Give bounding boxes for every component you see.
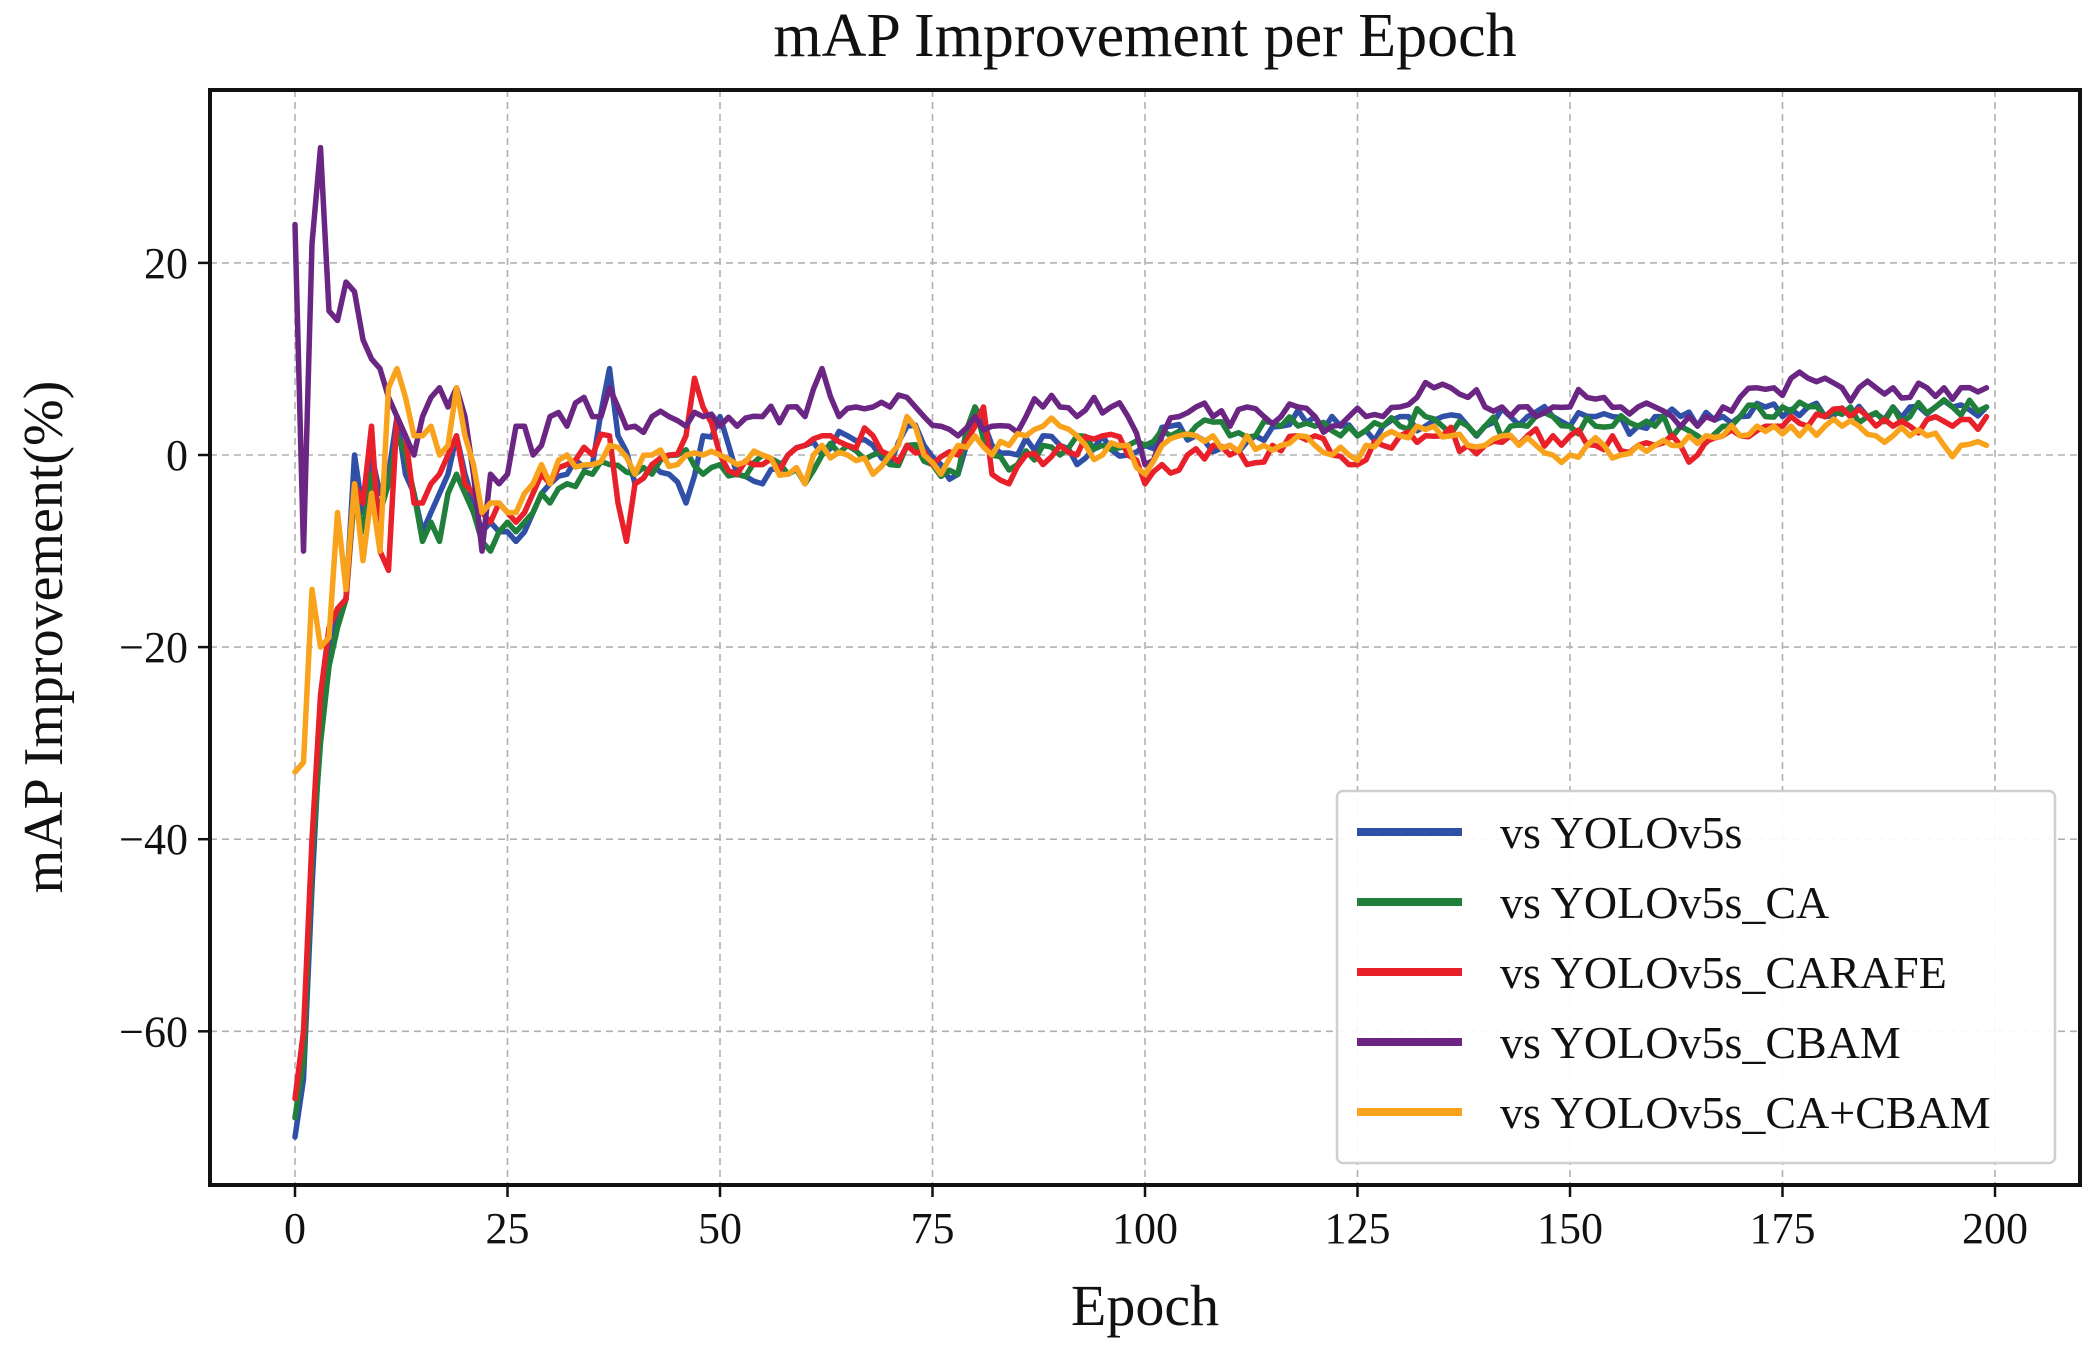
data-series	[292, 144, 1990, 1140]
x-tick-label: 100	[1112, 1204, 1178, 1253]
x-tick-label: 75	[911, 1204, 955, 1253]
legend-label: vs YOLOv5s_CA+CBAM	[1500, 1087, 1991, 1138]
legend-label: vs YOLOv5s_CBAM	[1500, 1017, 1901, 1068]
series-line-vs-yolov5s-ca-cbam	[292, 365, 1990, 775]
y-tick-label: −60	[119, 1007, 188, 1056]
series-line-vs-yolov5s-cbam	[292, 144, 1990, 554]
x-tick-label: 0	[284, 1204, 306, 1253]
legend-box	[1335, 789, 2057, 1165]
x-tick-label: 125	[1325, 1204, 1391, 1253]
y-tick-label: −40	[119, 815, 188, 864]
legend-label: vs YOLOv5s_CA	[1500, 877, 1829, 928]
x-tick-label: 150	[1537, 1204, 1603, 1253]
chart-title: mAP Improvement per Epoch	[773, 2, 1516, 70]
x-tick-label: 175	[1750, 1204, 1816, 1253]
legend-label: vs YOLOv5s_CARAFE	[1500, 947, 1947, 998]
legend-label: vs YOLOv5s	[1500, 807, 1742, 858]
y-tick-label: 20	[144, 239, 188, 288]
y-axis-label: mAP Improvement(%)	[13, 381, 75, 894]
x-axis-label: Epoch	[1071, 1273, 1219, 1338]
y-tick-label: 0	[166, 431, 188, 480]
x-tick-label: 50	[698, 1204, 742, 1253]
axis-ticks: 0 25 50 75 100 125 150 175 200 −60 −40 −20 0 20	[119, 239, 2028, 1253]
y-tick-label: −20	[119, 623, 188, 672]
x-tick-label: 200	[1962, 1204, 2028, 1253]
x-tick-label: 25	[486, 1204, 530, 1253]
